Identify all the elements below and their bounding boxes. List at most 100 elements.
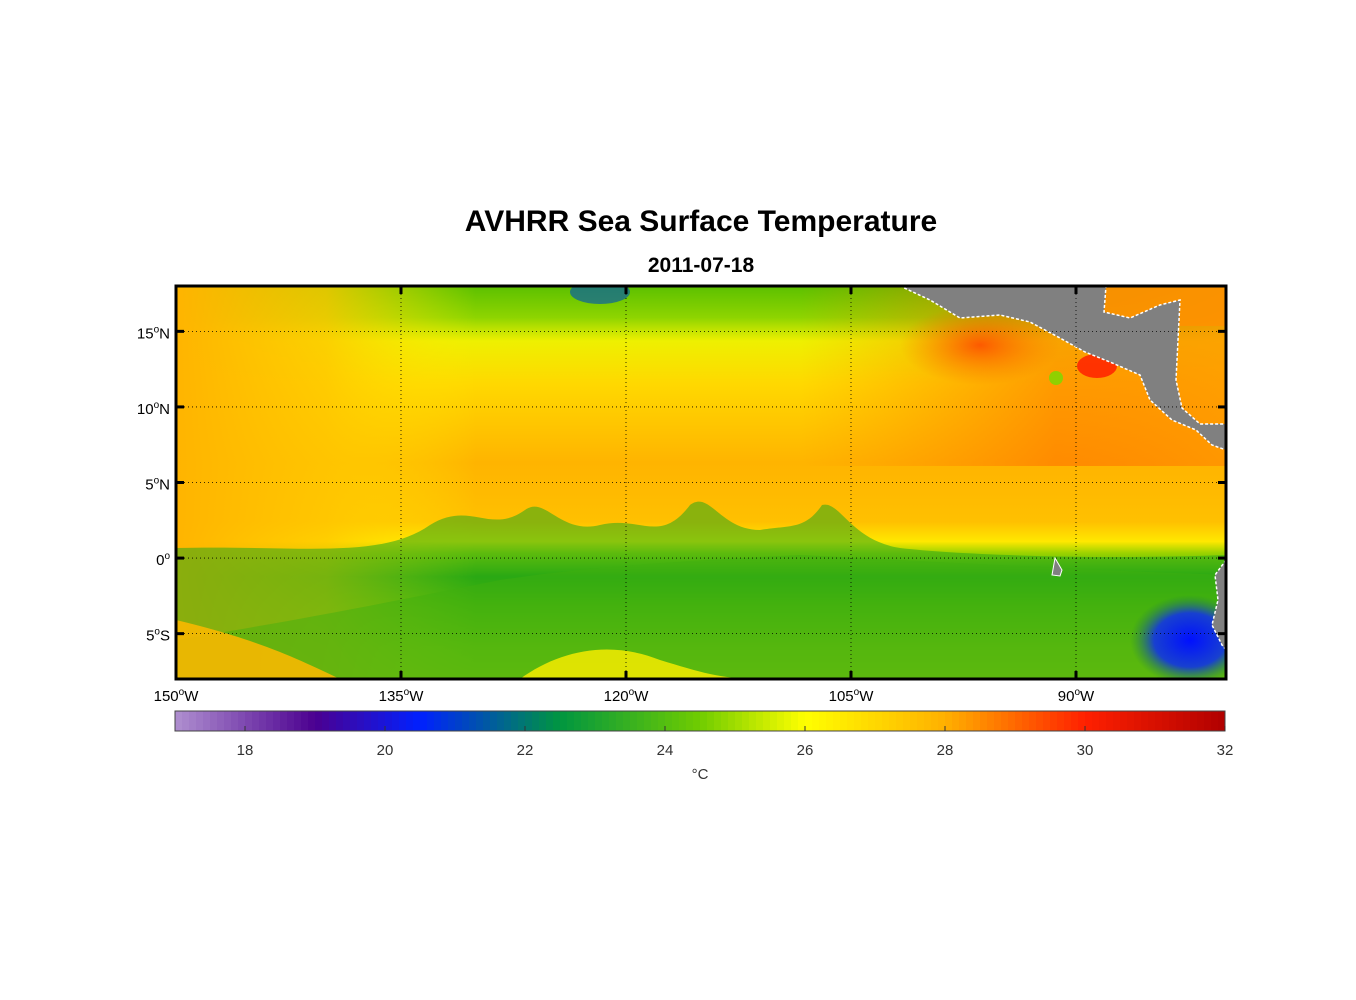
colorbar-cell	[203, 711, 211, 731]
colorbar-cell	[287, 711, 295, 731]
colorbar-cell	[420, 711, 428, 731]
colorbar-cell	[819, 711, 827, 731]
colorbar-cell	[518, 711, 526, 731]
colorbar-cell	[553, 711, 561, 731]
colorbar-tick-label: 28	[937, 742, 954, 759]
colorbar-cell	[476, 711, 484, 731]
colorbar-cell	[539, 711, 547, 731]
colorbar-cell	[259, 711, 267, 731]
colorbar-cell	[1001, 711, 1009, 731]
colorbar-cell	[294, 711, 302, 731]
colorbar-cell	[455, 711, 463, 731]
colorbar-cell	[1169, 711, 1177, 731]
colorbar-cell	[672, 711, 680, 731]
colorbar-cell	[840, 711, 848, 731]
colorbar-cell	[889, 711, 897, 731]
colorbar-cell	[1022, 711, 1030, 731]
colorbar-cell	[413, 711, 421, 731]
colorbar-cell	[574, 711, 582, 731]
colorbar-cell	[763, 711, 771, 731]
colorbar-cell	[343, 711, 351, 731]
colorbar-cell	[224, 711, 232, 731]
colorbar-cell	[280, 711, 288, 731]
colorbar-cell	[973, 711, 981, 731]
chart-subtitle: 2011-07-18	[647, 254, 755, 277]
mexico-warm-pool	[900, 305, 1060, 385]
colorbar-cell	[777, 711, 785, 731]
colorbar-cell	[1099, 711, 1107, 731]
colorbar-cell	[616, 711, 624, 731]
colorbar-cell	[1211, 711, 1219, 731]
colorbar-cell	[707, 711, 715, 731]
colorbar-cell	[560, 711, 568, 731]
colorbar-cell	[735, 711, 743, 731]
map-frame	[174, 284, 1228, 681]
colorbar-cell	[749, 711, 757, 731]
colorbar-cell	[1162, 711, 1170, 731]
colorbar-cell	[952, 711, 960, 731]
colorbar-cell	[1141, 711, 1149, 731]
colorbar-cell	[1204, 711, 1212, 731]
colorbar-cell	[1064, 711, 1072, 731]
colorbar-cell	[791, 711, 799, 731]
colorbar-cell	[217, 711, 225, 731]
colorbar-cell	[1029, 711, 1037, 731]
colorbar-cell	[882, 711, 890, 731]
colorbar-cell	[959, 711, 967, 731]
colorbar-cell	[700, 711, 708, 731]
colorbar-cell	[665, 711, 673, 731]
colorbar-cell	[1218, 711, 1226, 731]
colorbar-cell	[987, 711, 995, 731]
colorbar-cell	[441, 711, 449, 731]
colorbar-cell	[266, 711, 274, 731]
colorbar-cell	[1176, 711, 1184, 731]
colorbar-cell	[525, 711, 533, 731]
colorbar-cell	[854, 711, 862, 731]
small-cool-eddy	[1049, 371, 1063, 385]
lon-tick-label: 135oW	[379, 687, 425, 705]
cold-tongue	[176, 501, 1226, 679]
colorbar-cell	[532, 711, 540, 731]
colorbar-cell	[742, 711, 750, 731]
peru-upwelling	[1130, 595, 1226, 679]
colorbar-cell	[329, 711, 337, 731]
colorbar-cell	[1057, 711, 1065, 731]
colorbar-cell	[630, 711, 638, 731]
lon-tick-label: 150oW	[154, 687, 200, 705]
colorbar-cell	[833, 711, 841, 731]
colorbar-cell	[686, 711, 694, 731]
colorbar-cell	[861, 711, 869, 731]
colorbar-cell	[196, 711, 204, 731]
central-america-land	[899, 286, 1226, 451]
colorbar-cell	[301, 711, 309, 731]
colorbar-tick-label: 26	[797, 742, 814, 759]
lat-tick-label: 10oN	[137, 400, 170, 418]
colorbar-tick-label: 32	[1217, 742, 1234, 759]
lon-tick-label: 90oW	[1058, 687, 1095, 705]
lat-tick-labels: 15oN 10oN 5oN 0o 5oS	[137, 324, 171, 644]
colorbar-cell	[1008, 711, 1016, 731]
colorbar-cell	[805, 711, 813, 731]
colorbar-cell	[784, 711, 792, 731]
south-america-land	[1211, 558, 1226, 652]
colorbar-cell	[210, 711, 218, 731]
colorbar-cell	[798, 711, 806, 731]
colorbar-cell	[364, 711, 372, 731]
colorbar-cell	[1078, 711, 1086, 731]
colorbar-cell	[231, 711, 239, 731]
colorbar-cell	[1015, 711, 1023, 731]
colorbar-cell	[924, 711, 932, 731]
chart-title: AVHRR Sea Surface Temperature	[464, 205, 938, 238]
colorbar-cell	[581, 711, 589, 731]
colorbar-cell	[273, 711, 281, 731]
colorbar-cell	[756, 711, 764, 731]
colorbar-cell	[1085, 711, 1093, 731]
colorbar-cell	[875, 711, 883, 731]
colorbar-cell	[392, 711, 400, 731]
colorbar-cell	[588, 711, 596, 731]
colorbar-cell	[315, 711, 323, 731]
colorbar-cell	[238, 711, 246, 731]
colorbar-unit-label: °C	[692, 766, 709, 783]
southwest-warm	[176, 620, 340, 679]
galapagos-land	[1051, 556, 1063, 577]
